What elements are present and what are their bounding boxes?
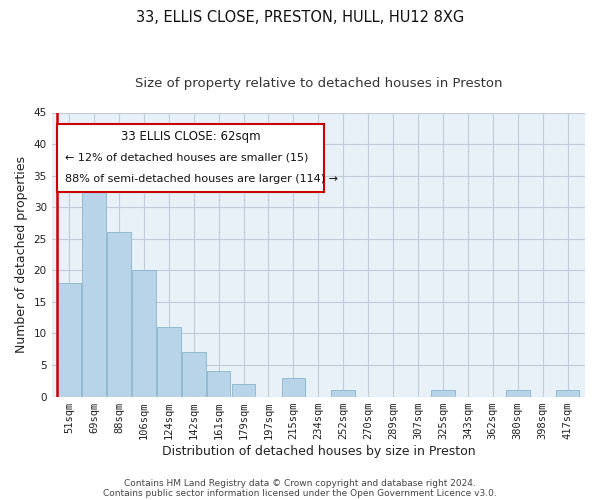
Text: 33, ELLIS CLOSE, PRESTON, HULL, HU12 8XG: 33, ELLIS CLOSE, PRESTON, HULL, HU12 8XG	[136, 10, 464, 25]
Bar	[431, 390, 455, 396]
Bar	[506, 390, 530, 396]
FancyBboxPatch shape	[57, 124, 323, 192]
Text: Contains public sector information licensed under the Open Government Licence v3: Contains public sector information licen…	[103, 488, 497, 498]
Bar	[157, 327, 181, 396]
Bar	[132, 270, 156, 396]
Bar	[82, 182, 106, 396]
Title: Size of property relative to detached houses in Preston: Size of property relative to detached ho…	[134, 78, 502, 90]
X-axis label: Distribution of detached houses by size in Preston: Distribution of detached houses by size …	[161, 444, 475, 458]
Text: 33 ELLIS CLOSE: 62sqm: 33 ELLIS CLOSE: 62sqm	[121, 130, 260, 142]
Bar	[232, 384, 256, 396]
Bar	[556, 390, 580, 396]
Text: ← 12% of detached houses are smaller (15): ← 12% of detached houses are smaller (15…	[65, 152, 308, 162]
Bar	[57, 283, 81, 397]
Y-axis label: Number of detached properties: Number of detached properties	[15, 156, 28, 353]
Bar	[331, 390, 355, 396]
Bar	[182, 352, 206, 397]
Bar	[107, 232, 131, 396]
Bar	[207, 372, 230, 396]
Text: Contains HM Land Registry data © Crown copyright and database right 2024.: Contains HM Land Registry data © Crown c…	[124, 478, 476, 488]
Bar	[281, 378, 305, 396]
Text: 88% of semi-detached houses are larger (114) →: 88% of semi-detached houses are larger (…	[65, 174, 338, 184]
